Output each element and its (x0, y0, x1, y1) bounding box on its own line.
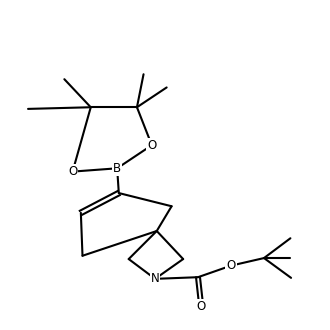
Text: O: O (226, 259, 236, 272)
Text: O: O (68, 165, 77, 178)
Text: N: N (151, 272, 159, 285)
Text: O: O (197, 300, 206, 314)
Text: O: O (147, 139, 156, 152)
Text: B: B (113, 162, 121, 175)
